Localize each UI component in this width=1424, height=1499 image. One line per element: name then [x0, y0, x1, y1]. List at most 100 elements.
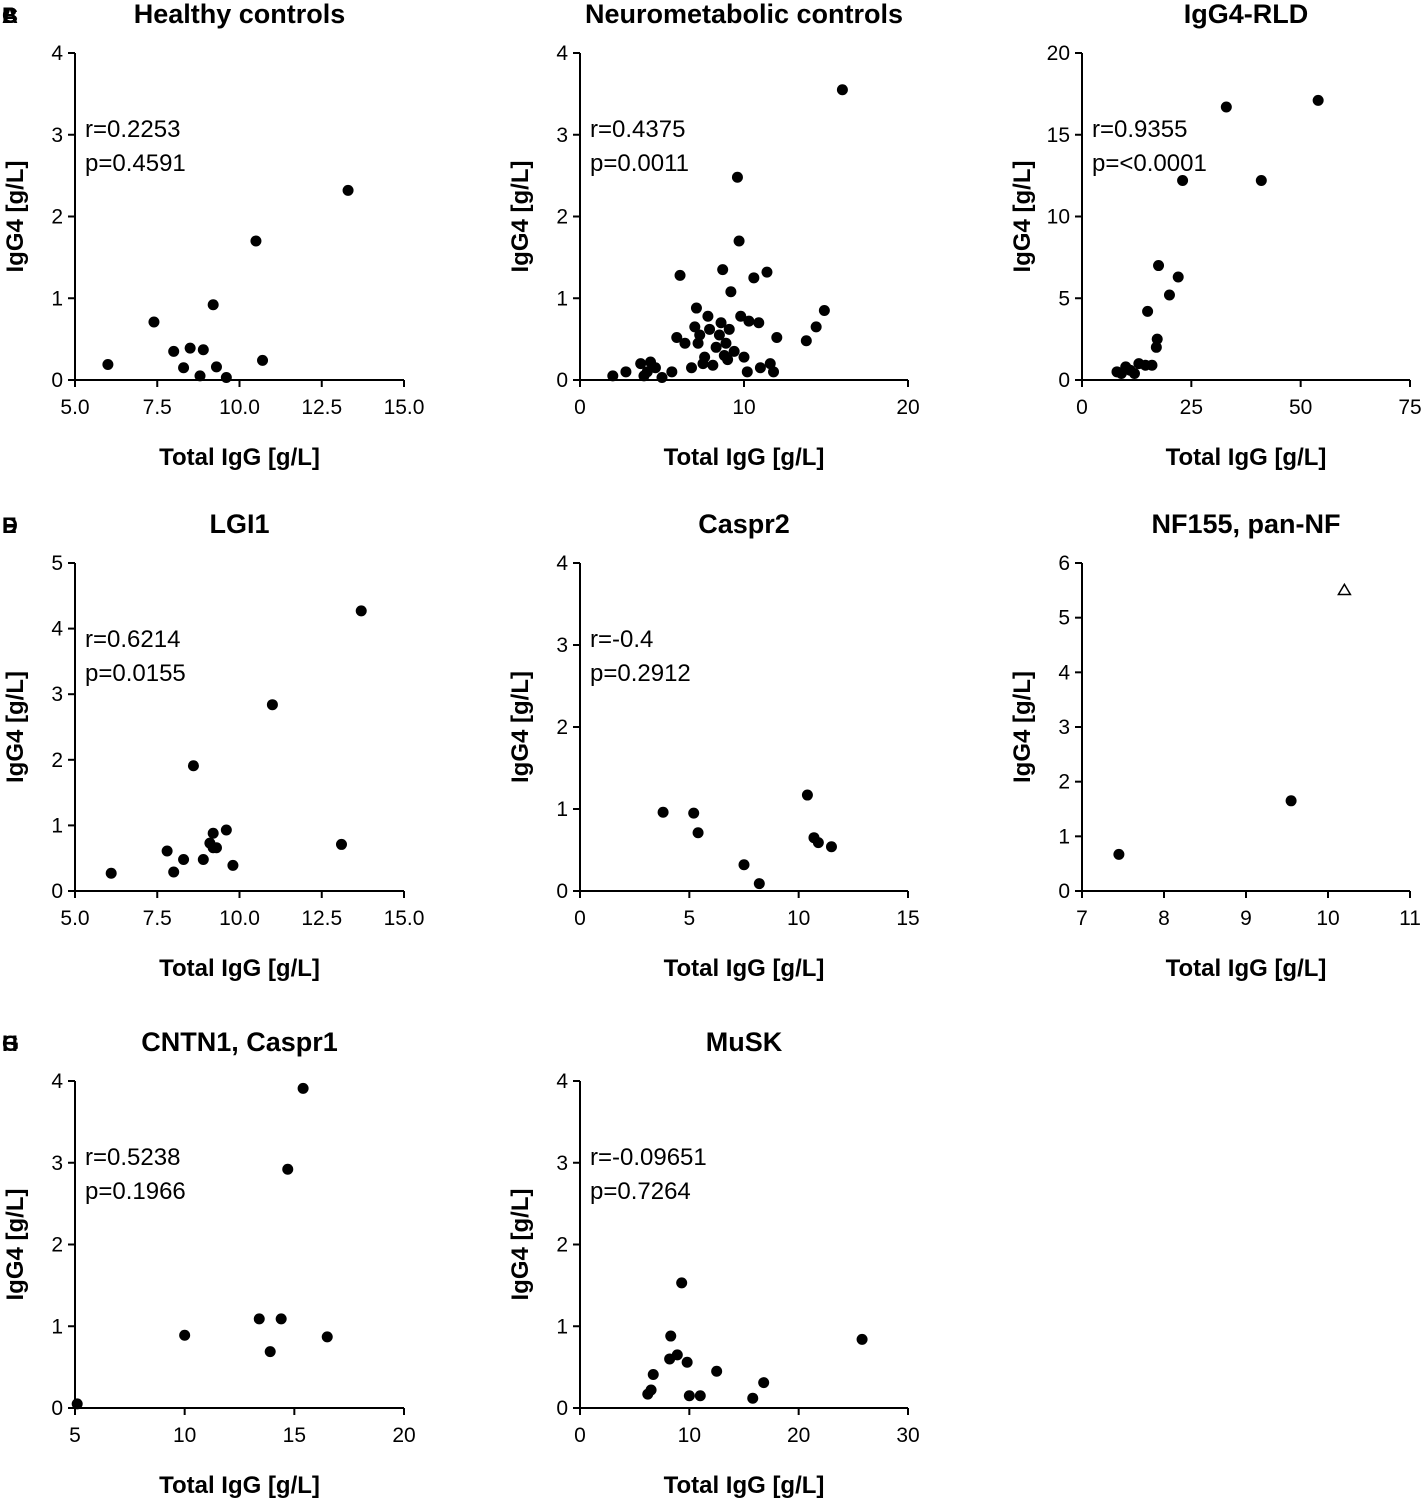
panel-title: Caspr2	[698, 509, 790, 539]
y-tick-label: 5	[1058, 607, 1070, 630]
x-tick-label: 7	[1076, 907, 1088, 930]
panel-title: CNTN1, Caspr1	[141, 1027, 338, 1057]
stat-p: p=0.0011	[590, 150, 689, 177]
data-point	[297, 1082, 309, 1094]
data-point	[620, 366, 632, 378]
data-point	[704, 323, 716, 335]
panel-label-g: G	[2, 1031, 19, 1056]
x-tick-label: 5	[683, 907, 695, 930]
data-point	[102, 358, 114, 370]
stat-p: p=0.0155	[85, 660, 186, 687]
data-point	[1285, 795, 1297, 807]
y-tick-label: 0	[51, 880, 63, 903]
data-point	[690, 302, 702, 314]
x-tick-label: 12.5	[301, 396, 342, 419]
data-point	[741, 366, 753, 378]
x-tick-label: 10.0	[219, 907, 260, 930]
data-point	[733, 235, 745, 247]
x-tick-label: 7.5	[143, 396, 172, 419]
x-axis-label: Total IgG [g/L]	[159, 1472, 320, 1499]
y-tick-label: 0	[51, 369, 63, 392]
data-point	[810, 321, 822, 333]
x-tick-label: 25	[1180, 396, 1203, 419]
panel-label-b: B	[2, 3, 18, 28]
y-tick-label: 0	[556, 1397, 568, 1420]
data-point	[725, 286, 737, 298]
data-point	[161, 845, 173, 857]
data-point	[656, 372, 668, 384]
data-point	[694, 329, 706, 341]
data-point	[689, 321, 701, 333]
data-point	[607, 370, 619, 382]
stat-r: r=0.2253	[85, 116, 180, 143]
data-point-triangle	[1337, 582, 1352, 596]
data-point	[679, 337, 691, 349]
y-tick-label: 20	[1047, 42, 1070, 65]
y-tick-label: 4	[51, 1070, 63, 1093]
data-point	[253, 1313, 265, 1325]
data-point	[681, 1356, 693, 1368]
x-tick-label: 5.0	[60, 907, 89, 930]
data-point	[355, 605, 367, 617]
data-point	[71, 1398, 83, 1410]
y-tick-label: 3	[51, 683, 63, 706]
data-point	[694, 1390, 706, 1402]
data-point	[758, 1377, 770, 1389]
x-tick-label: 20	[896, 396, 919, 419]
data-point	[800, 335, 812, 347]
y-tick-label: 1	[556, 287, 568, 310]
x-tick-label: 10	[173, 1424, 196, 1447]
data-point	[184, 342, 196, 354]
data-point	[342, 184, 354, 196]
stat-p: p=0.7264	[590, 1178, 691, 1205]
y-tick-label: 1	[51, 1315, 63, 1338]
x-tick-label: 5.0	[60, 396, 89, 419]
x-axis-label: Total IgG [g/L]	[1166, 444, 1327, 471]
y-axis-label: IgG4 [g/L]	[2, 161, 29, 273]
x-tick-label: 15.0	[384, 907, 425, 930]
data-point	[645, 1384, 657, 1396]
data-point	[676, 1277, 688, 1289]
y-tick-label: 0	[51, 1397, 63, 1420]
y-tick-label: 3	[556, 1152, 568, 1175]
y-tick-label: 1	[556, 1315, 568, 1338]
x-axis-label: Total IgG [g/L]	[159, 955, 320, 982]
data-point	[1146, 359, 1158, 371]
data-point	[168, 866, 180, 878]
panel-label-h: H	[2, 1031, 18, 1056]
panel-title: NF155, pan-NF	[1151, 509, 1340, 539]
x-axis-label: Total IgG [g/L]	[664, 955, 825, 982]
panel-title: Healthy controls	[134, 0, 346, 29]
data-point	[836, 84, 848, 96]
data-point	[197, 854, 209, 866]
y-axis-label: IgG4 [g/L]	[507, 1189, 534, 1301]
x-tick-label: 30	[896, 1424, 919, 1447]
data-point	[666, 366, 678, 378]
x-tick-label: 11	[1399, 907, 1421, 930]
data-point	[723, 323, 735, 335]
panel-label-d: D	[2, 513, 18, 538]
x-tick-label: 5	[69, 1424, 81, 1447]
x-tick-label: 10	[732, 396, 755, 419]
y-tick-label: 10	[1047, 206, 1070, 229]
y-tick-label: 4	[51, 42, 63, 65]
data-point	[688, 807, 700, 819]
x-tick-label: 9	[1240, 907, 1252, 930]
data-point	[266, 699, 278, 711]
data-point	[747, 1392, 759, 1404]
y-tick-label: 2	[51, 206, 63, 229]
data-point	[227, 859, 239, 871]
data-point	[197, 344, 209, 356]
data-point	[1153, 260, 1165, 272]
data-point	[801, 789, 813, 801]
y-tick-label: 2	[556, 716, 568, 739]
data-point	[818, 305, 830, 317]
x-tick-label: 20	[787, 1424, 810, 1447]
panel-title: Neurometabolic controls	[585, 0, 903, 29]
panel-title: LGI1	[209, 509, 269, 539]
y-tick-label: 3	[556, 124, 568, 147]
x-tick-label: 75	[1398, 396, 1421, 419]
data-point	[825, 841, 837, 853]
x-tick-label: 8	[1158, 907, 1170, 930]
